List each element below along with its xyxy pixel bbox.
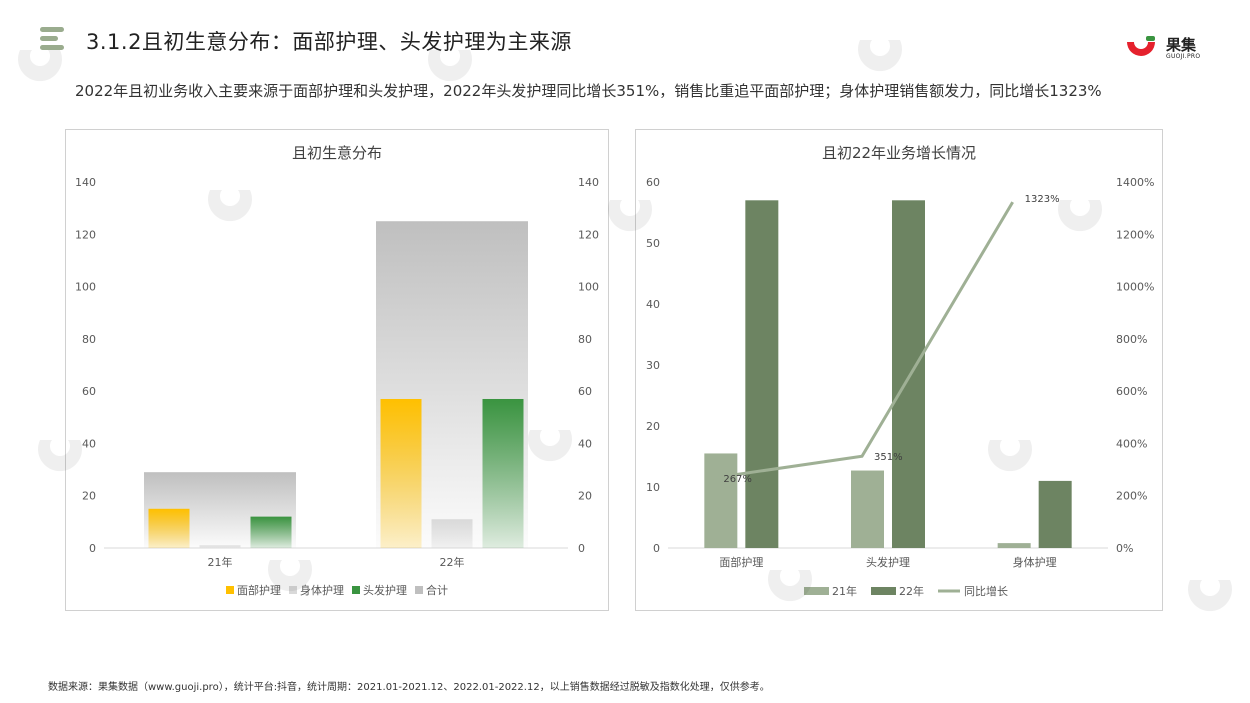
legend-label: 21年 xyxy=(832,584,857,598)
bar-face-care xyxy=(148,508,190,548)
y2-tick-label: 60 xyxy=(578,385,592,398)
legend-swatch xyxy=(226,586,234,594)
source-note: 数据来源：果集数据（www.guoji.pro），统计平台:抖音，统计周期：20… xyxy=(48,682,770,693)
y-tick-label: 80 xyxy=(82,333,96,346)
watermark-icon xyxy=(268,560,312,592)
y-tick-label: 40 xyxy=(82,437,96,450)
chart-title: 且初22年业务增长情况 xyxy=(822,144,976,162)
growth-data-label: 351% xyxy=(874,452,903,463)
y2-tick-label: 0 xyxy=(578,542,585,555)
legend-swatch xyxy=(289,586,297,594)
page-title: 3.1.2且初生意分布：面部护理、头发护理为主来源 xyxy=(86,30,572,54)
y-tick-label: 20 xyxy=(82,490,96,503)
y2-tick-label: 400% xyxy=(1116,437,1147,450)
y2-tick-label: 600% xyxy=(1116,385,1147,398)
y-tick-label: 60 xyxy=(646,176,660,189)
bar-body-care xyxy=(431,519,473,548)
watermark-icon xyxy=(528,430,572,462)
logo-icon xyxy=(1127,36,1155,56)
bar-hair-care xyxy=(250,516,292,548)
watermark-icon xyxy=(608,200,652,232)
y-tick-label: 50 xyxy=(646,237,660,250)
x-tick-label: 21年 xyxy=(208,555,233,569)
watermark-icon xyxy=(1188,580,1232,612)
legend-label: 身体护理 xyxy=(300,583,344,597)
x-tick-label: 面部护理 xyxy=(719,555,763,569)
y2-tick-label: 120 xyxy=(578,228,599,241)
y-tick-label: 40 xyxy=(646,298,660,311)
watermark-icon xyxy=(768,570,812,602)
growth-chart: 且初22年业务增长情况 0 10 20 30 40 50 60 0% 200% 400% 600% 80… xyxy=(635,129,1163,611)
y2-tick-label: 800% xyxy=(1116,333,1147,346)
growth-line xyxy=(711,201,1014,480)
y2-tick-label: 1000% xyxy=(1116,281,1154,294)
legend-swatch xyxy=(804,587,829,595)
legend-swatch xyxy=(415,586,423,594)
y2-tick-label: 100 xyxy=(578,281,599,294)
bar-face-care xyxy=(380,398,422,548)
bar-2022 xyxy=(1038,480,1072,548)
legend-label: 22年 xyxy=(899,584,924,598)
legend-swatch xyxy=(352,586,360,594)
growth-data-label: 267% xyxy=(723,474,752,485)
y-tick-label: 100 xyxy=(75,281,96,294)
watermark-icon xyxy=(428,50,472,82)
x-tick-label: 身体护理 xyxy=(1013,555,1057,569)
watermark-icon xyxy=(1058,200,1102,232)
growth-data-label: 1323% xyxy=(1025,194,1060,205)
bar-2021 xyxy=(704,453,738,548)
x-tick-label: 22年 xyxy=(440,555,465,569)
y-tick-label: 10 xyxy=(646,481,660,494)
legend-label: 头发护理 xyxy=(363,583,407,597)
business-distribution-chart-svg: 且初生意分布 0 0 20 20 40 40 60 60 80 80 100 100 120 120 140 1… xyxy=(75,144,599,597)
growth-chart-svg: 且初22年业务增长情况01020304050600%200%400%600%80… xyxy=(646,144,1154,598)
y-tick-label: 60 xyxy=(82,385,96,398)
summary-text: 2022年且初业务收入主要来源于面部护理和头发护理，2022年头发护理同比增长3… xyxy=(75,82,1102,100)
y2-tick-label: 20 xyxy=(578,490,592,503)
x-tick-label: 头发护理 xyxy=(866,555,910,569)
y-tick-label: 120 xyxy=(75,228,96,241)
y2-tick-label: 200% xyxy=(1116,490,1147,503)
business-distribution-chart: 且初生意分布 0 0 20 20 40 40 60 60 80 80 100 100 120 120 140 1… xyxy=(65,129,609,611)
logo-subtitle: GUOJI.PRO xyxy=(1166,53,1201,60)
watermark-icon xyxy=(18,50,62,82)
y2-tick-label: 80 xyxy=(578,333,592,346)
y2-tick-label: 0% xyxy=(1116,542,1133,555)
y-tick-label: 140 xyxy=(75,176,96,189)
y-tick-label: 0 xyxy=(653,542,660,555)
y-tick-label: 30 xyxy=(646,359,660,372)
brand-logo: 果集 GUOJI.PRO xyxy=(1124,32,1204,64)
menu-icon xyxy=(40,27,64,51)
legend-swatch xyxy=(871,587,896,595)
legend-label: 面部护理 xyxy=(237,583,281,597)
y-tick-label: 20 xyxy=(646,420,660,433)
y2-tick-label: 40 xyxy=(578,437,592,450)
bar-2021 xyxy=(997,543,1031,548)
y2-tick-label: 1400% xyxy=(1116,176,1154,189)
watermark-icon xyxy=(988,440,1032,472)
logo-name: 果集 xyxy=(1166,36,1197,54)
y-tick-label: 0 xyxy=(89,542,96,555)
legend-label: 合计 xyxy=(426,583,448,597)
chart-title: 且初生意分布 xyxy=(292,144,382,162)
watermark-icon xyxy=(38,440,82,472)
y2-tick-label: 1200% xyxy=(1116,228,1154,241)
bar-body-care xyxy=(199,545,241,548)
bar-2021 xyxy=(851,470,884,548)
watermark-icon xyxy=(208,190,252,222)
legend-label: 同比增长 xyxy=(964,584,1008,598)
y2-tick-label: 140 xyxy=(578,176,599,189)
bar-2022 xyxy=(892,200,925,549)
watermark-icon xyxy=(858,40,902,72)
bar-2022 xyxy=(745,200,779,549)
bar-hair-care xyxy=(482,398,524,548)
